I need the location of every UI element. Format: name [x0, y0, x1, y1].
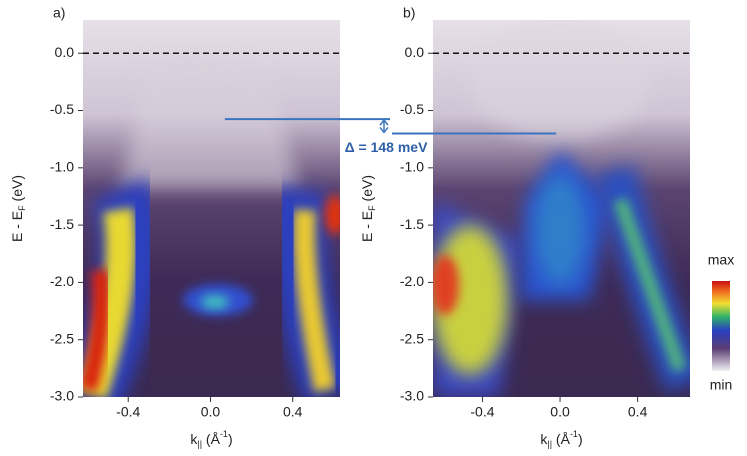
x-axis-label-part: || — [197, 439, 202, 449]
x-axis-label-part: -1 — [570, 429, 578, 439]
panel-label: b) — [403, 5, 415, 21]
x-tick-label: 0.4 — [283, 404, 303, 420]
x-tick-label: 0.0 — [201, 404, 221, 420]
x-axis-label: k|| (Å-1) — [540, 429, 582, 449]
y-axis-label-part: F — [367, 205, 377, 211]
y-tick-label: -2.0 — [400, 273, 424, 289]
y-tick-label: -2.5 — [50, 330, 74, 346]
x-axis-label-part: (Å — [202, 431, 221, 447]
y-axis-label-part: F — [17, 205, 27, 211]
delta-annotation: Δ = 148 meV — [345, 139, 429, 155]
x-axis-label-part: ) — [578, 431, 583, 447]
x-axis-label-part: (Å — [552, 431, 571, 447]
colorbar-min: min — [710, 377, 733, 393]
y-tick-label: -1.5 — [400, 216, 424, 232]
x-axis-label-part: k — [190, 431, 198, 447]
x-axis-label-part: -1 — [220, 429, 228, 439]
y-axis-label-part: (eV) — [9, 175, 25, 205]
y-tick-label: -3.0 — [50, 388, 74, 404]
panel-label: a) — [53, 5, 65, 21]
y-tick-label: -3.0 — [400, 388, 424, 404]
x-tick-label: -0.4 — [470, 404, 494, 420]
x-tick-label: -0.4 — [116, 404, 140, 420]
y-tick-label: -0.5 — [50, 101, 74, 117]
y-axis-label-part: E - E — [9, 211, 25, 242]
x-axis-label: k|| (Å-1) — [190, 429, 232, 449]
y-axis-label-part: E - E — [359, 211, 375, 242]
y-tick-label: -2.0 — [50, 273, 74, 289]
y-axis-label: E - EF (eV) — [359, 175, 378, 242]
x-tick-label: 0.0 — [550, 404, 570, 420]
y-tick-label: -1.0 — [50, 159, 74, 175]
heatmap-image — [83, 20, 340, 397]
y-tick-label: -0.5 — [400, 101, 424, 117]
x-tick-label: 0.4 — [628, 404, 648, 420]
x-axis-label-part: ) — [228, 431, 233, 447]
y-tick-label: -2.5 — [400, 330, 424, 346]
y-tick-label: 0.0 — [405, 44, 425, 60]
colorbar-max: max — [708, 252, 734, 268]
y-axis-label-part: (eV) — [359, 175, 375, 205]
colorbar — [712, 281, 730, 371]
heatmap-image — [433, 20, 690, 397]
y-axis-label: E - EF (eV) — [9, 175, 28, 242]
x-axis-label-part: || — [547, 439, 552, 449]
y-tick-label: -1.5 — [50, 216, 74, 232]
y-tick-label: 0.0 — [55, 44, 75, 60]
delta-arrow-head — [379, 118, 389, 134]
y-tick-label: -1.0 — [400, 159, 424, 175]
x-axis-label-part: k — [540, 431, 548, 447]
